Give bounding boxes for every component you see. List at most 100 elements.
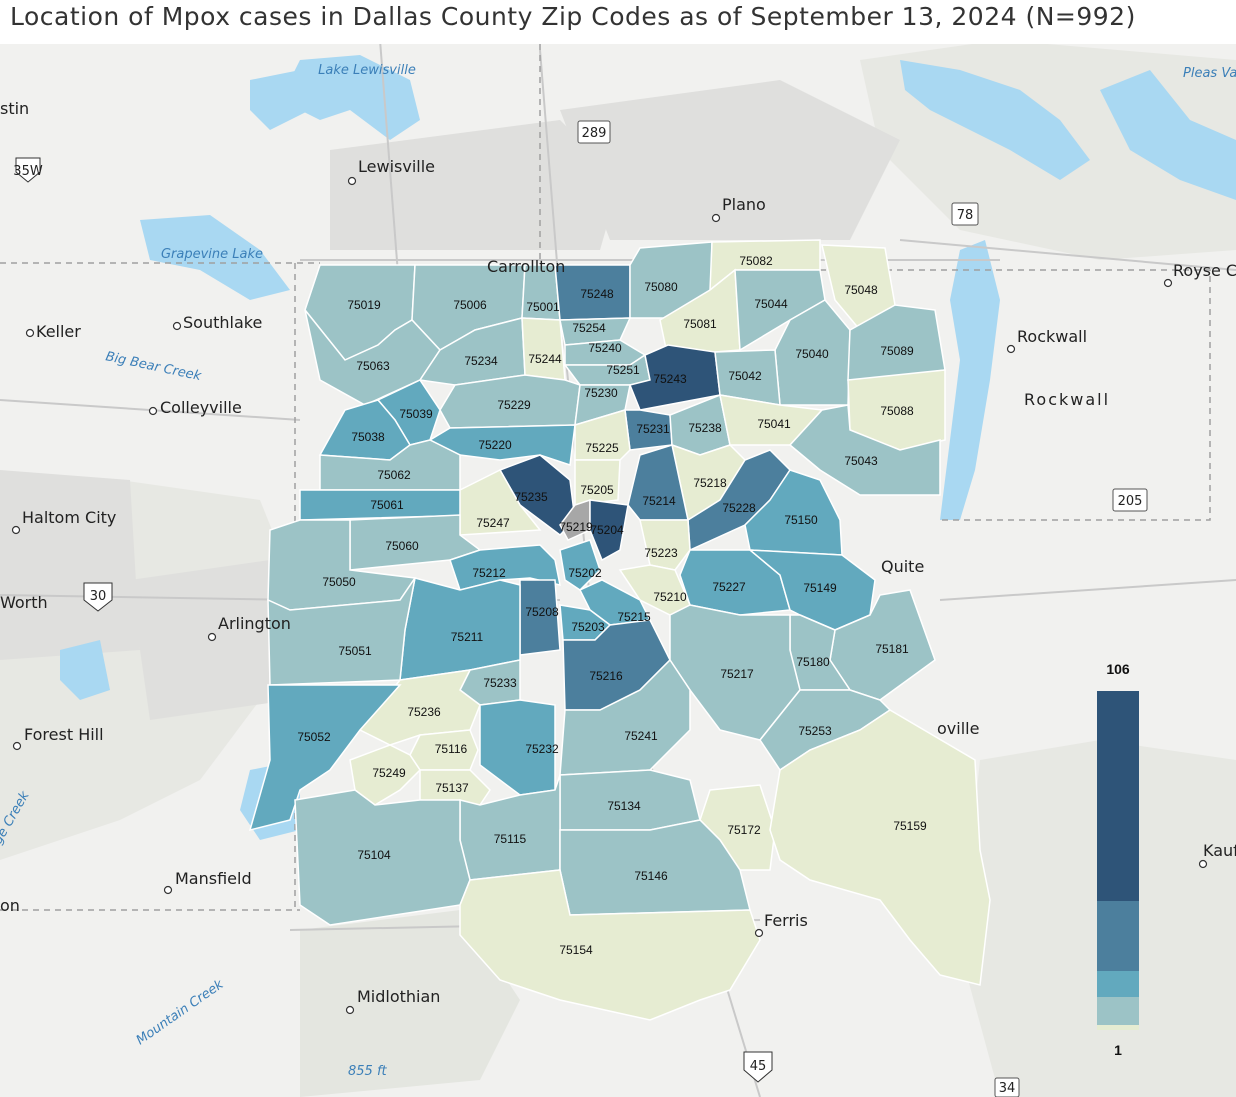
lake-lewisville: [280, 55, 420, 140]
label-75063: 75063: [356, 359, 390, 373]
label-75180: 75180: [796, 655, 830, 669]
label-75042: 75042: [728, 369, 762, 383]
map-title: Location of Mpox cases in Dallas County …: [10, 2, 1136, 31]
lake-ray-hubbard: [940, 240, 1000, 520]
place-royse-city: Royse C: [1173, 261, 1236, 280]
label-75089: 75089: [880, 344, 914, 358]
label-75038: 75038: [351, 430, 385, 444]
choropleth-map[interactable]: 75019 75006 75001 75248 75080 75082 7504…: [0, 44, 1236, 1097]
zip-75225-area: [574, 409, 631, 461]
place-austin-partial: stin: [0, 99, 29, 118]
zip-75244-area: [521, 317, 566, 381]
label-75202: 75202: [568, 566, 602, 580]
place-lewisville: Lewisville: [358, 157, 435, 176]
label-75227: 75227: [712, 580, 746, 594]
label-75238: 75238: [688, 421, 722, 435]
place-keller: Keller: [36, 322, 81, 341]
label-75116: 75116: [435, 742, 468, 756]
zip-labels: 75019 75006 75001 75248 75080 75082 7504…: [297, 254, 927, 957]
label-75208: 75208: [525, 605, 559, 619]
label-75254: 75254: [572, 321, 606, 335]
label-75060: 75060: [385, 539, 419, 553]
lake-lavon-arm: [900, 60, 1090, 180]
label-75211: 75211: [451, 630, 484, 644]
label-75088: 75088: [880, 404, 914, 418]
place-rockwall-county: Rockwall: [1024, 390, 1110, 409]
label-75149: 75149: [803, 581, 837, 595]
label-75039: 75039: [399, 407, 433, 421]
shield-78: 78: [957, 208, 974, 223]
place-grapevine-lake: Grapevine Lake: [161, 247, 263, 262]
place-ferris: Ferris: [764, 911, 808, 930]
label-75044: 75044: [754, 297, 788, 311]
label-75048: 75048: [844, 283, 878, 297]
zip-75154-area: [459, 869, 761, 1021]
legend-class-0: [1097, 691, 1139, 901]
zip-75052-area: [248, 684, 402, 832]
label-75230: 75230: [584, 386, 618, 400]
label-75134: 75134: [607, 799, 641, 813]
zip-75202-area: [559, 539, 601, 591]
zip-75104-area: [294, 789, 471, 926]
place-carrollton: Carrollton: [487, 257, 565, 276]
label-75006: 75006: [453, 298, 487, 312]
shield-30: 30: [90, 589, 107, 604]
label-75228: 75228: [722, 501, 756, 515]
place-plano: Plano: [722, 195, 766, 214]
label-75236: 75236: [407, 705, 441, 719]
label-75240: 75240: [588, 341, 622, 355]
legend-class-4: [1097, 1025, 1139, 1030]
label-75247: 75247: [476, 516, 510, 530]
label-75040: 75040: [795, 347, 829, 361]
place-haltom-city: Haltom City: [22, 508, 116, 527]
place-pleas-vall: Pleas Vall: [1183, 66, 1236, 81]
label-75172: 75172: [727, 823, 761, 837]
zip-75219-area: [559, 498, 591, 541]
legend-class-2: [1097, 971, 1139, 997]
zip-75243-area: [628, 344, 721, 411]
place-rockwall: Rockwall: [1017, 327, 1087, 346]
lake-lewisville-arm: [250, 70, 310, 130]
place-fort-worth-partial: Worth: [0, 593, 48, 612]
label-75244: 75244: [528, 352, 562, 366]
label-75061: 75061: [370, 498, 404, 512]
label-75218: 75218: [693, 476, 727, 490]
label-75150: 75150: [784, 513, 818, 527]
legend-class-1: [1097, 901, 1139, 971]
label-75203: 75203: [571, 620, 605, 634]
zip-75223-area: [639, 519, 691, 571]
zip-75159-area: [769, 709, 991, 986]
place-arlington: Arlington: [218, 614, 291, 633]
label-75217: 75217: [720, 667, 754, 681]
label-75205: 75205: [580, 483, 614, 497]
zip-polygons: [248, 239, 991, 1021]
zip-75205-area: [574, 459, 621, 506]
place-seagoville-partial: oville: [937, 719, 979, 738]
label-75052: 75052: [297, 730, 331, 744]
label-75220: 75220: [478, 438, 512, 452]
label-75137: 75137: [435, 781, 469, 795]
legend-class-3: [1097, 997, 1139, 1025]
label-75248: 75248: [580, 287, 614, 301]
label-75081: 75081: [683, 317, 717, 331]
label-75251: 75251: [606, 363, 640, 377]
label-75235: 75235: [514, 490, 548, 504]
place-lake-lewisville-1: Lake Lewisville: [318, 63, 416, 78]
place-colleyville: Colleyville: [160, 398, 242, 417]
label-75204: 75204: [590, 523, 624, 537]
label-75181: 75181: [875, 642, 909, 656]
place-mesquite-partial: Quite: [881, 557, 924, 576]
label-75233: 75233: [483, 676, 517, 690]
label-75231: 75231: [636, 422, 670, 436]
label-75115: 75115: [494, 832, 527, 846]
arlington-lake: [60, 640, 110, 700]
label-75243: 75243: [653, 372, 687, 386]
label-75253: 75253: [798, 724, 832, 738]
place-kaufman-partial: Kauf: [1203, 841, 1236, 860]
shield-205: 205: [1118, 494, 1143, 509]
label-75080: 75080: [644, 280, 678, 294]
label-75051: 75051: [338, 644, 372, 658]
label-75223: 75223: [644, 546, 678, 560]
zip-75204-area: [589, 499, 629, 562]
label-75241: 75241: [624, 729, 658, 743]
